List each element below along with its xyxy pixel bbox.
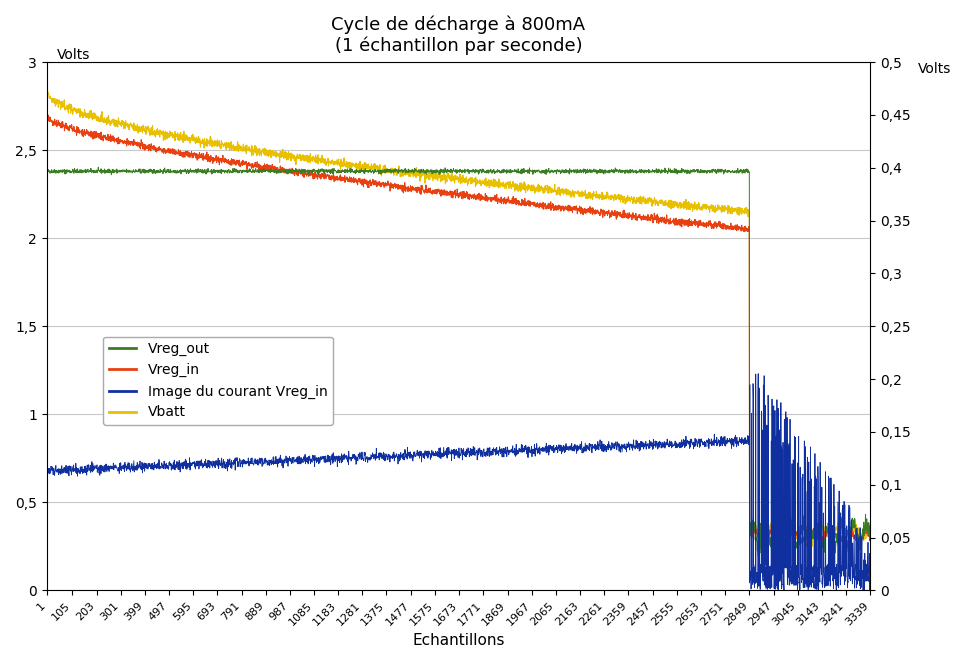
Y-axis label: Volts: Volts [918, 62, 951, 76]
Title: Cycle de décharge à 800mA
(1 échantillon par seconde): Cycle de décharge à 800mA (1 échantillon… [331, 15, 585, 55]
Legend: Vreg_out, Vreg_in, Image du courant Vreg_in, Vbatt: Vreg_out, Vreg_in, Image du courant Vreg… [103, 337, 333, 425]
X-axis label: Echantillons: Echantillons [412, 633, 504, 648]
Y-axis label: Volts: Volts [57, 48, 90, 62]
